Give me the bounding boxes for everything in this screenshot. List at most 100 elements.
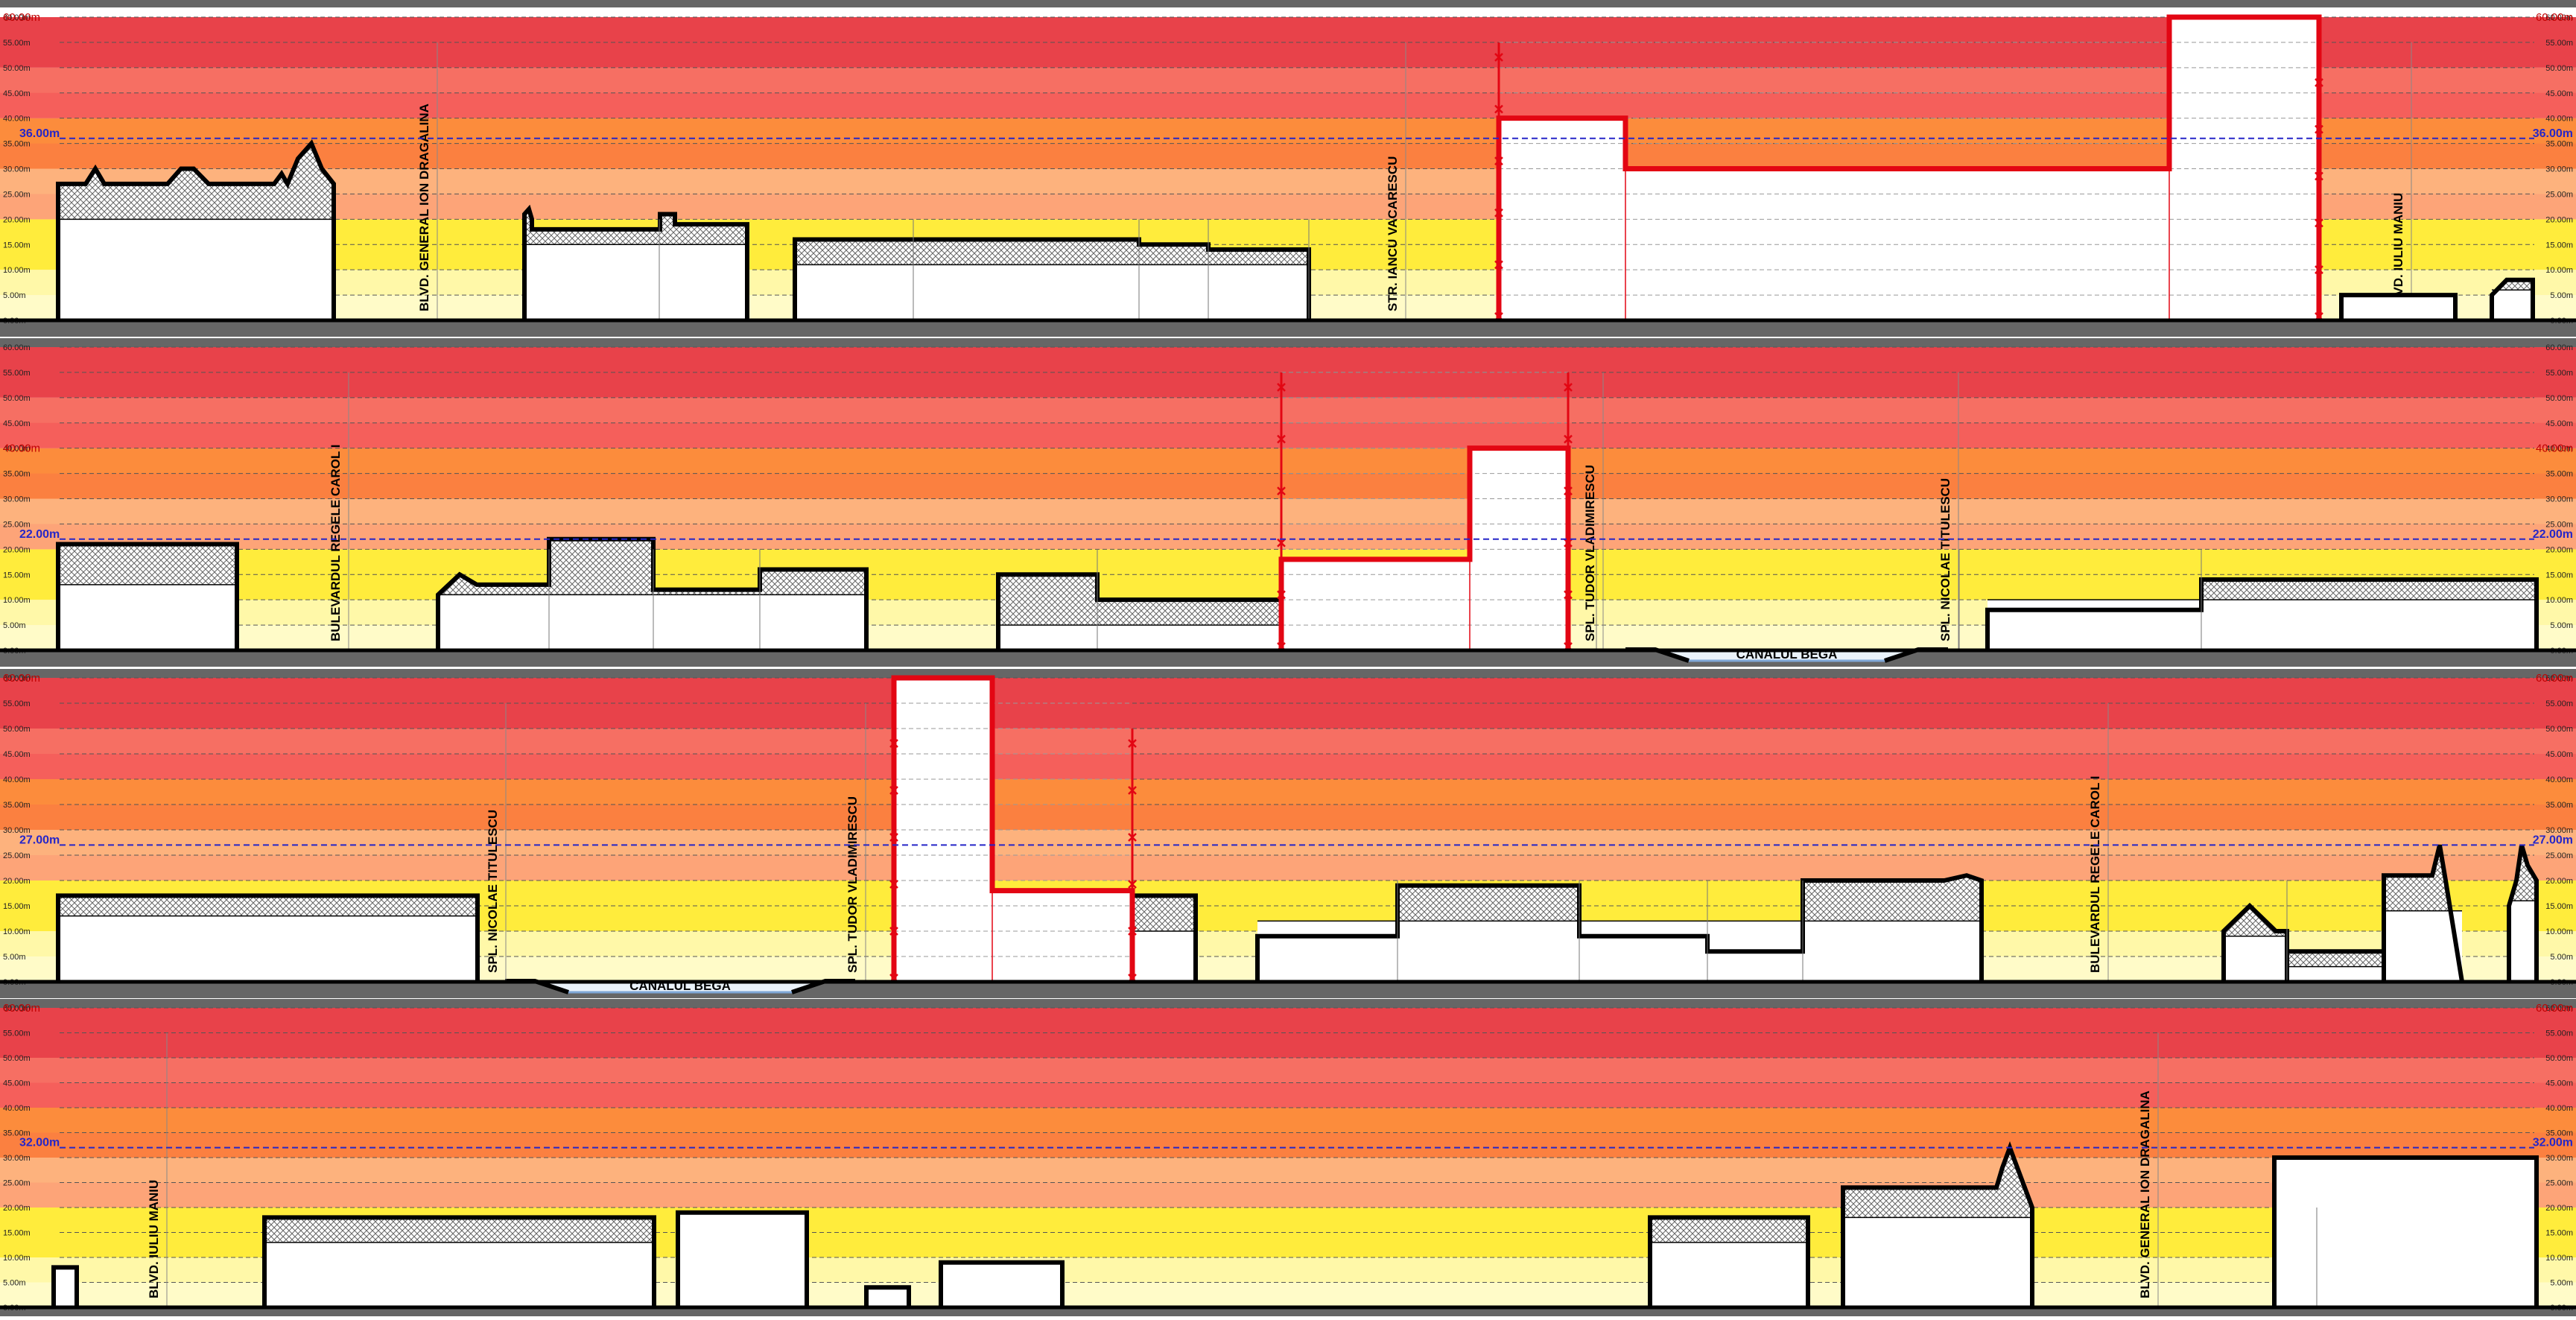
building-outline — [2272, 1155, 2539, 1307]
tick-label-left: 20.00m — [3, 1204, 31, 1213]
height-marker-tick — [1564, 538, 1573, 548]
building-body — [2509, 901, 2537, 982]
height-marker-tick — [1564, 590, 1573, 600]
tick-label-left: 25.00m — [3, 1179, 31, 1188]
building-outline — [793, 237, 1311, 320]
tick-label-right: 45.00m — [2545, 419, 2573, 428]
tick-label-right: 10.00m — [2545, 596, 2573, 605]
emphasis-label-left: 60.00m — [3, 1002, 40, 1015]
height-band — [0, 678, 2576, 729]
guide-label-right: 27.00m — [2533, 834, 2573, 846]
building-outline — [56, 893, 480, 982]
tick-label-left: 50.00m — [3, 1054, 31, 1063]
height-band — [0, 1082, 2576, 1108]
tick-label-right: 55.00m — [2545, 1029, 2573, 1038]
tick-label-right: 25.00m — [2545, 190, 2573, 199]
height-band — [0, 347, 2576, 398]
emphasis-label-left: 40.00m — [3, 442, 40, 455]
building-body — [58, 219, 334, 320]
building-body — [1132, 931, 1196, 982]
tick-label-right: 45.00m — [2545, 1079, 2573, 1088]
tick-label-left: 25.00m — [3, 190, 31, 199]
tick-label-left: 5.00m — [3, 953, 26, 962]
tick-label-right: 35.00m — [2545, 470, 2573, 479]
guide-label-right: 32.00m — [2533, 1137, 2573, 1149]
street-label: SPL. NICOLAE TITULESCU — [1938, 478, 1952, 641]
tick-label-left: 60.00m — [3, 1004, 31, 1013]
height-marker-tick — [1128, 833, 1137, 842]
building-body — [998, 625, 1281, 650]
tick-label-left: 20.00m — [3, 215, 31, 224]
height-marker-tick — [2315, 77, 2323, 87]
building-outline — [262, 1215, 656, 1307]
height-marker-tick — [1494, 53, 1503, 62]
building-body — [2341, 295, 2455, 320]
tick-label-left: 40.00m — [3, 1104, 31, 1113]
height-marker-tick — [2315, 124, 2323, 134]
tick-label-left: 15.00m — [3, 571, 31, 580]
height-marker-tick — [2315, 171, 2323, 181]
building-body — [1650, 1242, 1808, 1307]
tick-label-left: 45.00m — [3, 1079, 31, 1088]
tick-label-right: 10.00m — [2545, 1254, 2573, 1263]
tick-label-left: 40.00m — [3, 445, 31, 454]
building-outline — [2490, 277, 2535, 320]
tick-label-right: 20.00m — [2545, 215, 2573, 224]
tick-label-left: 20.00m — [3, 545, 31, 554]
building-outline — [522, 204, 749, 320]
tick-label-right: 5.00m — [2550, 621, 2573, 630]
tick-label-right: 10.00m — [2545, 266, 2573, 275]
height-marker-tick — [889, 927, 898, 936]
street-label: SPL. TUDOR VLADIMIRESCU — [846, 796, 860, 973]
tick-label-left: 30.00m — [3, 165, 31, 174]
emphasis-label-right: 60.00m — [2536, 672, 2573, 685]
tick-label-left: 60.00m — [3, 674, 31, 683]
height-band — [0, 473, 2576, 499]
emphasis-label-left: 60.00m — [3, 672, 40, 685]
guide-label-left: 32.00m — [19, 1137, 60, 1149]
tick-label-right: 55.00m — [2545, 369, 2573, 378]
building-body — [2384, 910, 2462, 982]
tick-label-right: 40.00m — [2545, 775, 2573, 784]
height-band — [0, 754, 2576, 779]
panel-gap — [0, 667, 2576, 669]
height-marker-tick — [1128, 786, 1137, 795]
height-marker-tick — [2315, 265, 2323, 275]
tick-label-left: 10.00m — [3, 596, 31, 605]
height-marker-tick — [1494, 260, 1503, 270]
tick-label-right: 25.00m — [2545, 1179, 2573, 1188]
street-label: BLVD. IULIU MANIU — [147, 1180, 161, 1298]
tick-label-right: 40.00m — [2545, 115, 2573, 124]
tick-label-right: 15.00m — [2545, 571, 2573, 580]
tick-label-right: 50.00m — [2545, 64, 2573, 73]
building-body — [58, 584, 237, 650]
emphasis-label-right: 40.00m — [2536, 442, 2573, 455]
guide-label-left: 36.00m — [19, 127, 60, 140]
building-outline — [56, 542, 239, 650]
tick-label-right: 5.00m — [2550, 291, 2573, 300]
tick-label-right: 10.00m — [2545, 927, 2573, 936]
tick-label-right: 45.00m — [2545, 89, 2573, 98]
tick-label-left: 15.00m — [3, 1229, 31, 1238]
frame-strip-top — [0, 0, 2576, 7]
guide-label-left: 22.00m — [19, 528, 60, 541]
tick-label-left: 35.00m — [3, 801, 31, 810]
tick-label-right: 50.00m — [2545, 1054, 2573, 1063]
tick-label-left: 50.00m — [3, 394, 31, 403]
height-band — [0, 92, 2576, 118]
tick-label-left: 30.00m — [3, 495, 31, 504]
street-label: BLVD. GENERAL ION DRAGALINA — [417, 104, 431, 311]
tick-label-left: 20.00m — [3, 877, 31, 886]
tick-label-left: 5.00m — [3, 291, 26, 300]
building-body — [795, 264, 1309, 320]
building-outline — [56, 139, 336, 320]
emphasis-label-left: 60.00m — [3, 11, 40, 24]
height-band — [0, 143, 2576, 169]
tick-label-right: 60.00m — [2545, 343, 2573, 352]
tick-label-left: 10.00m — [3, 266, 31, 275]
tick-label-left: 50.00m — [3, 64, 31, 73]
tick-label-left: 15.00m — [3, 241, 31, 250]
tick-label-right: 5.00m — [2550, 953, 2573, 962]
